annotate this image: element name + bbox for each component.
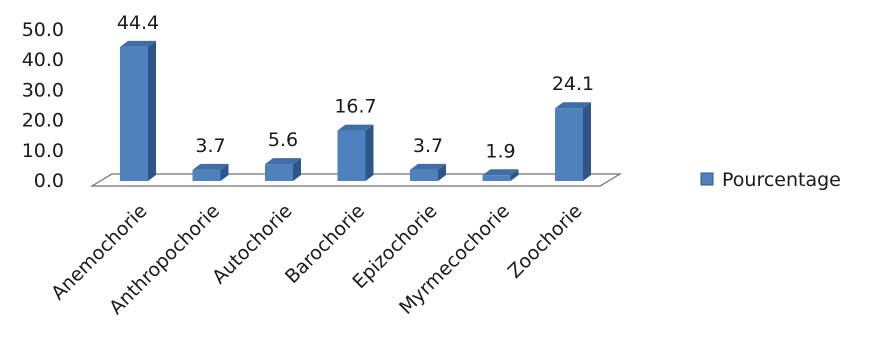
bar-front (410, 169, 438, 181)
category-label: Zoochorie (504, 200, 587, 283)
bar-side (293, 158, 301, 181)
bar-front (337, 130, 366, 181)
bar (337, 124, 374, 181)
y-tick-label: 40.0 (22, 49, 64, 71)
bar-side (365, 124, 374, 181)
x-axis-categories: AnemochorieAnthropochorieAutochorieBaroc… (47, 200, 586, 319)
legend: Pourcentage (700, 169, 841, 191)
bar (192, 163, 229, 181)
bar-top (120, 40, 156, 47)
bar-side (583, 102, 591, 181)
y-tick-label: 20.0 (22, 110, 64, 132)
data-labels: 44.4 3.7 5.6 16.7 3.7 1.9 24.1 (117, 12, 594, 162)
data-label: 3.7 (413, 135, 443, 157)
data-label: 5.6 (268, 129, 298, 151)
bar (120, 40, 156, 181)
floor-plane (89, 173, 623, 187)
y-tick-label: 10.0 (22, 140, 64, 162)
legend-label: Pourcentage (722, 169, 841, 191)
bar-front (555, 108, 583, 181)
bar-top (192, 163, 229, 170)
bar-side (438, 163, 446, 181)
bar-front (120, 46, 148, 181)
bar (482, 169, 519, 181)
bar-side (148, 40, 156, 181)
y-tick-label: 50.0 (22, 19, 64, 41)
legend-swatch (700, 172, 714, 186)
bar (410, 163, 446, 181)
bar-top (555, 102, 591, 109)
bar-side (510, 169, 519, 181)
bar-top (410, 163, 446, 170)
bar-front (482, 175, 511, 181)
bars (120, 40, 591, 181)
data-label: 1.9 (485, 140, 515, 162)
data-label: 16.7 (334, 96, 376, 118)
bar (555, 102, 591, 181)
y-axis-ticks: 0.0 10.0 20.0 30.0 40.0 50.0 (22, 19, 64, 192)
bar-front (265, 164, 293, 181)
bar-top (265, 158, 301, 165)
data-label: 24.1 (552, 73, 594, 95)
chart-floor (89, 173, 623, 187)
data-label: 44.4 (117, 12, 159, 34)
bar (265, 158, 301, 181)
data-label: 3.7 (195, 135, 225, 157)
bar-front (192, 169, 221, 181)
bar-top (482, 169, 519, 176)
y-tick-label: 30.0 (22, 79, 64, 101)
bar-side (220, 163, 229, 181)
y-tick-label: 0.0 (34, 170, 64, 192)
bar-top (337, 124, 374, 131)
